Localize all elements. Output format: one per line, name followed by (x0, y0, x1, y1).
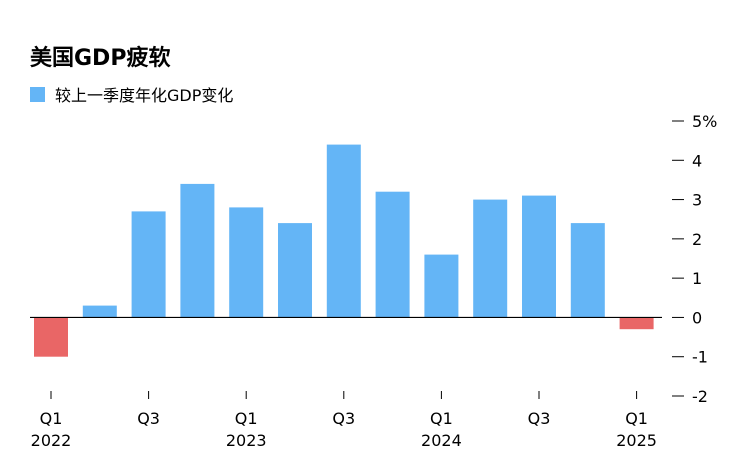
x-tick-label: Q3 (528, 409, 551, 428)
x-tick-label: Q1 (430, 409, 453, 428)
bar (326, 144, 361, 318)
y-tick-label: 0 (692, 308, 702, 327)
x-tick-label: Q3 (137, 409, 160, 428)
x-tick-label: Q1 (40, 409, 63, 428)
bar (229, 207, 264, 318)
y-tick-label: -2 (692, 387, 708, 406)
bar (424, 254, 459, 318)
legend-swatch (30, 86, 45, 102)
x-tick-label: Q1 (625, 409, 648, 428)
bar (34, 317, 68, 357)
y-tick-label: 5% (692, 112, 717, 131)
bar (131, 211, 166, 318)
x-tick-label: Q1 (235, 409, 258, 428)
bar (473, 199, 508, 318)
x-tick-year-label: 2023 (226, 431, 267, 450)
legend: 较上一季度年化GDP变化 (30, 82, 233, 106)
bar (82, 305, 117, 318)
y-tick-label: 2 (692, 230, 702, 249)
bar (619, 317, 654, 330)
bar (570, 223, 605, 318)
bar (278, 223, 312, 318)
x-tick-year-label: 2022 (31, 431, 72, 450)
x-tick-year-label: 2024 (421, 431, 462, 450)
y-tick-label: 4 (692, 151, 702, 170)
bar (180, 183, 215, 318)
x-tick-label: Q3 (332, 409, 355, 428)
bar (522, 195, 556, 318)
y-tick-label: -1 (692, 348, 708, 367)
x-tick-year-label: 2025 (616, 431, 657, 450)
y-tick-label: 1 (692, 269, 702, 288)
bar (375, 191, 410, 318)
chart-title: 美国GDP疲软 (30, 46, 171, 71)
legend-label: 较上一季度年化GDP变化 (55, 86, 234, 105)
y-tick-label: 3 (692, 191, 702, 210)
